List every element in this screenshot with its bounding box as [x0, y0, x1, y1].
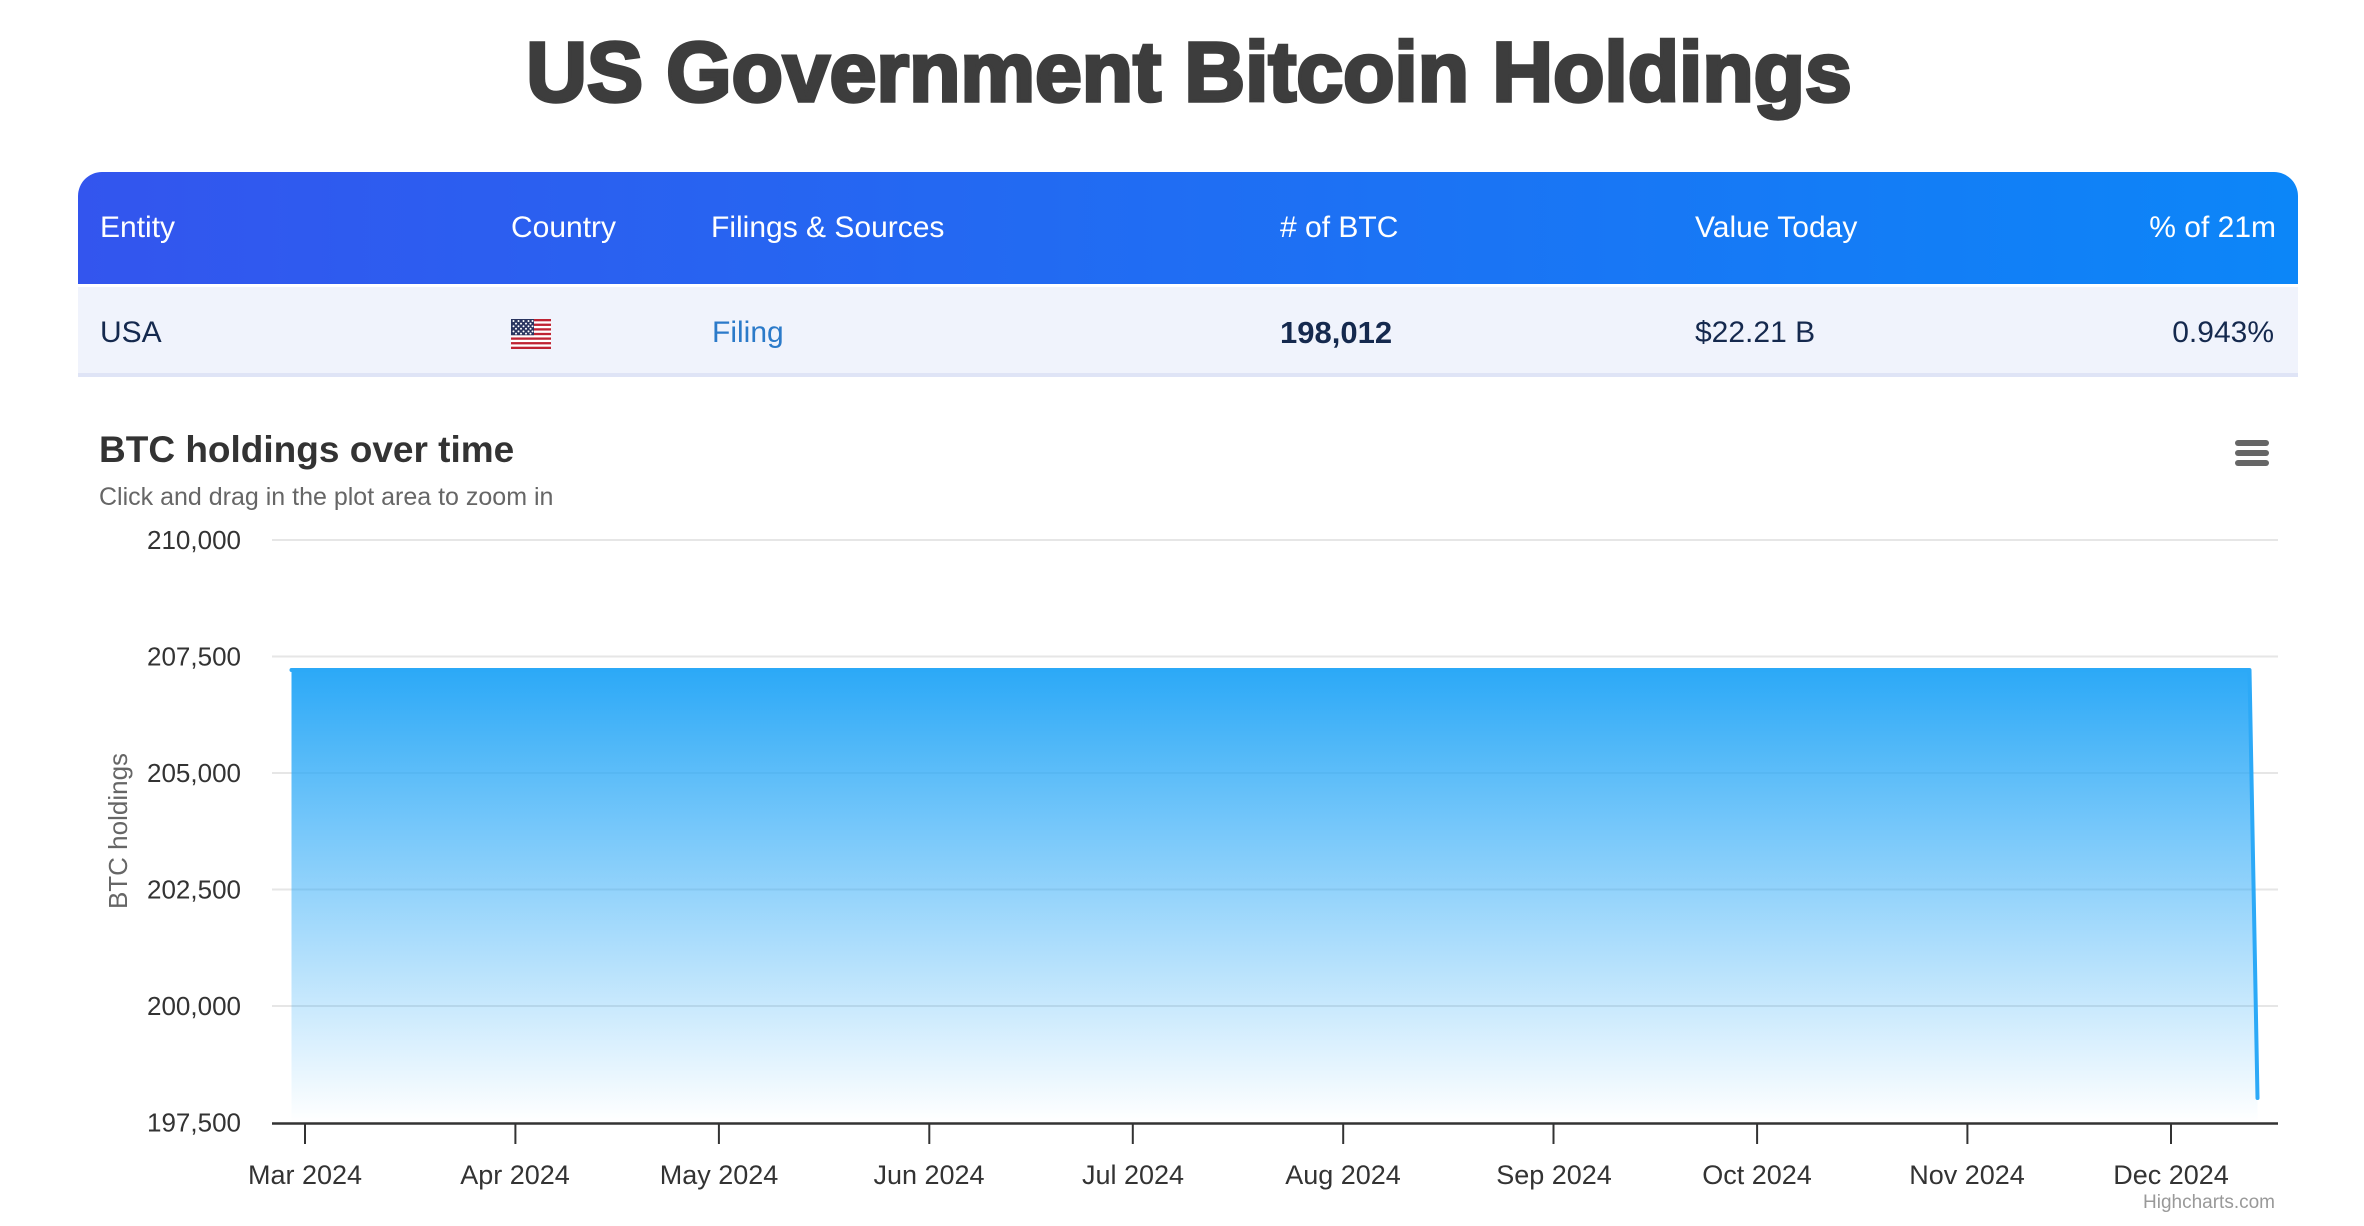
svg-text:May 2024: May 2024	[660, 1160, 779, 1190]
svg-text:Apr 2024: Apr 2024	[460, 1160, 570, 1190]
svg-text:Jun 2024: Jun 2024	[873, 1160, 984, 1190]
svg-text:205,000: 205,000	[147, 758, 241, 788]
svg-text:200,000: 200,000	[147, 991, 241, 1021]
svg-text:BTC holdings: BTC holdings	[103, 753, 133, 909]
svg-text:202,500: 202,500	[147, 875, 241, 905]
svg-text:Jul 2024: Jul 2024	[1082, 1160, 1184, 1190]
svg-text:Mar 2024: Mar 2024	[248, 1160, 362, 1190]
svg-text:Nov 2024: Nov 2024	[1909, 1160, 2025, 1190]
svg-text:Sep 2024: Sep 2024	[1496, 1160, 1612, 1190]
svg-text:207,500: 207,500	[147, 642, 241, 672]
svg-text:197,500: 197,500	[147, 1108, 241, 1138]
svg-text:Highcharts.com: Highcharts.com	[2143, 1192, 2275, 1213]
svg-text:Aug 2024: Aug 2024	[1285, 1160, 1401, 1190]
svg-text:210,000: 210,000	[147, 525, 241, 555]
svg-text:Dec 2024: Dec 2024	[2113, 1160, 2229, 1190]
svg-text:Oct 2024: Oct 2024	[1702, 1160, 1812, 1190]
